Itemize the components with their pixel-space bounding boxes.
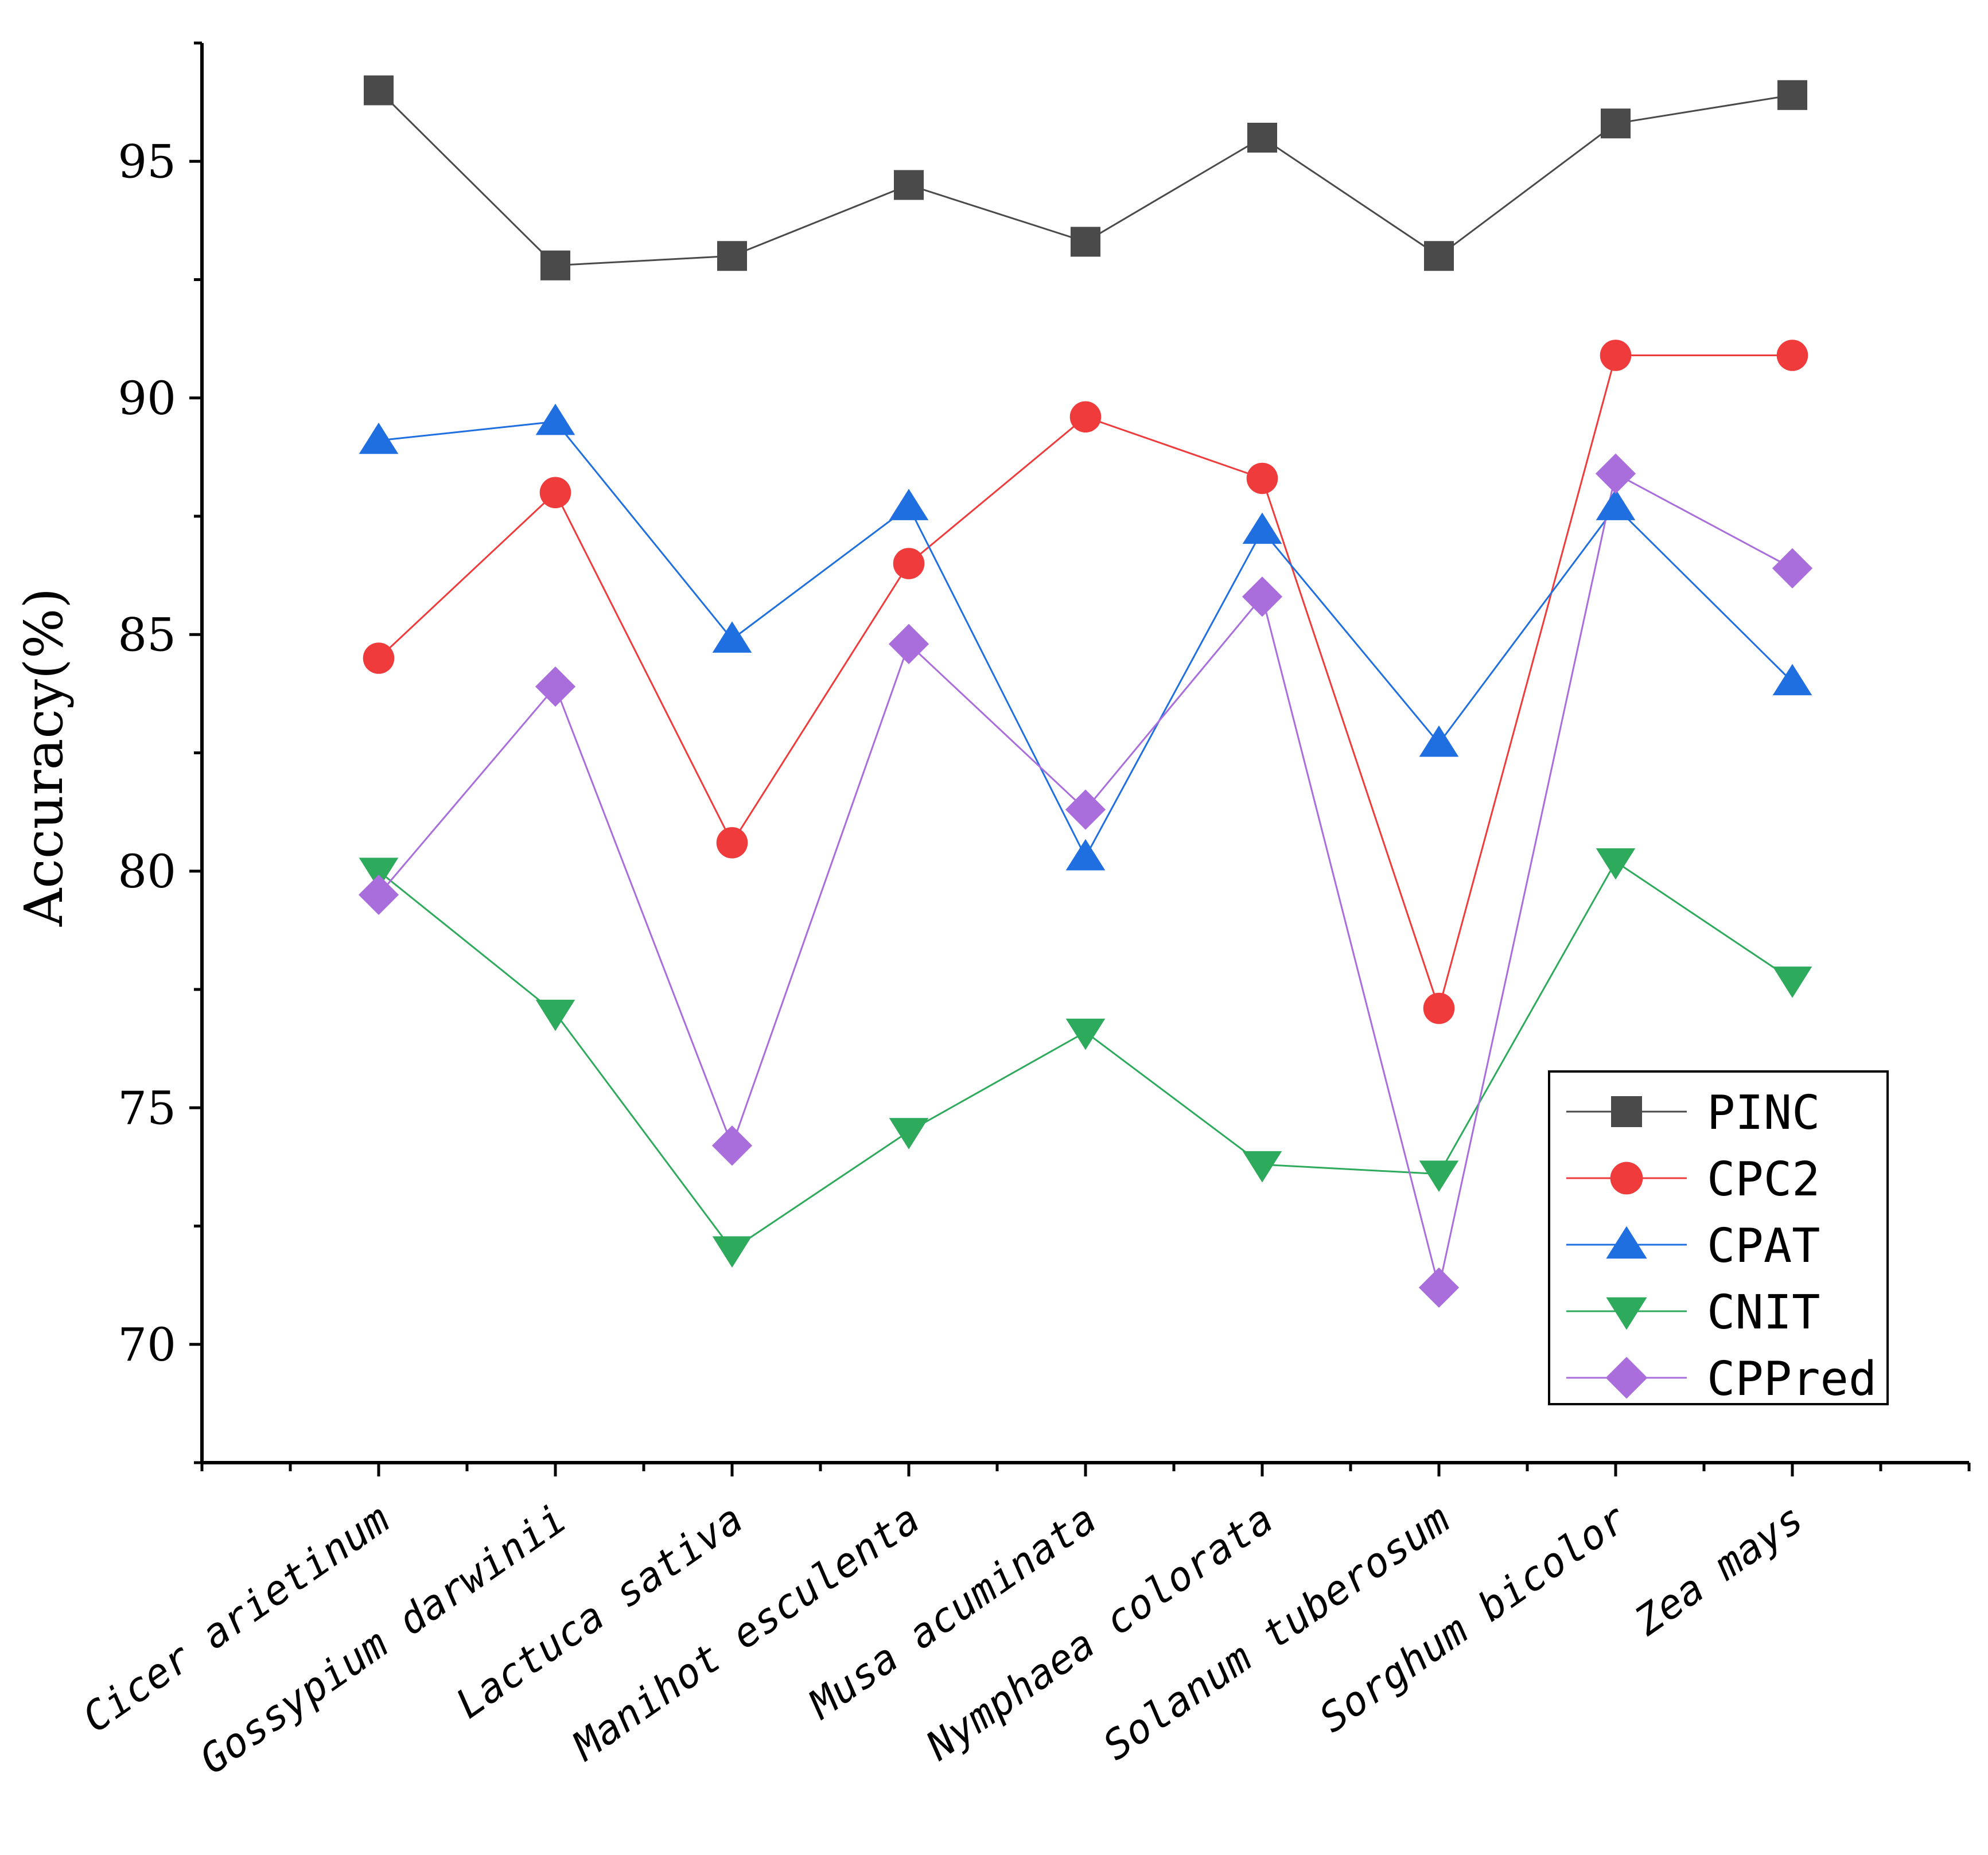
point-cnit [1772, 967, 1812, 998]
point-cnit [712, 1236, 752, 1268]
point-cppred [888, 623, 929, 664]
legend-label-cpc2: CPC2 [1707, 1152, 1820, 1207]
point-pinc [1601, 108, 1631, 139]
point-pinc [1071, 227, 1100, 257]
legend-marker-cnit [1606, 1297, 1647, 1330]
point-cpc2 [539, 477, 571, 509]
legend-label-pinc: PINC [1707, 1086, 1820, 1140]
legend-box [1548, 1070, 1889, 1405]
legend-label-cpat: CPAT [1707, 1219, 1820, 1273]
y-tick-label: 85 [118, 608, 176, 661]
point-cppred [1418, 1267, 1460, 1308]
point-pinc [1247, 123, 1277, 153]
legend-label-cnit: CNIT [1707, 1285, 1820, 1340]
point-cpc2 [716, 827, 748, 859]
point-cppred [1065, 789, 1106, 830]
point-cppred [1772, 548, 1813, 589]
x-tick-label: Lactuca sativa [447, 1495, 751, 1728]
point-cpat [1772, 664, 1812, 696]
point-cpat [359, 422, 399, 454]
point-cpc2 [1069, 401, 1102, 433]
series-line-cpc2 [378, 354, 1792, 1012]
point-pinc [540, 250, 570, 280]
point-cpc2 [1600, 340, 1632, 371]
y-tick-label: 70 [118, 1318, 176, 1371]
point-cpat [1065, 839, 1106, 871]
legend-label-cppred: CPPred [1707, 1352, 1877, 1406]
y-tick-label: 95 [118, 135, 176, 188]
point-cpc2 [1423, 992, 1455, 1024]
point-cpc2 [1776, 340, 1808, 371]
point-cnit [359, 858, 399, 889]
y-tick-label: 80 [118, 845, 176, 898]
point-cpat [712, 621, 752, 653]
point-cpc2 [363, 642, 395, 674]
point-pinc [894, 170, 924, 200]
point-cnit [1419, 1160, 1459, 1192]
point-cnit [1596, 848, 1636, 880]
legend-marker-cppred [1605, 1357, 1648, 1399]
legend-marker-pinc [1611, 1096, 1642, 1127]
point-cpc2 [893, 548, 925, 579]
y-tick-label: 90 [118, 372, 176, 425]
point-cnit [535, 999, 575, 1031]
legend: PINC CPC2 CPAT CNIT CPPred [1548, 1070, 1889, 1406]
point-cnit [1065, 1018, 1106, 1050]
point-cpat [889, 489, 929, 520]
point-cnit [889, 1118, 929, 1149]
point-pinc [717, 241, 747, 271]
point-cppred [1595, 453, 1636, 494]
point-cppred [1242, 576, 1283, 617]
point-cpat [1596, 489, 1636, 520]
point-cpat [535, 403, 575, 435]
y-tick-label: 75 [118, 1081, 176, 1135]
point-cppred [711, 1125, 753, 1166]
y-axis-label: Accuracy(%) [13, 588, 75, 927]
point-pinc [364, 75, 394, 106]
point-cppred [358, 874, 399, 915]
x-tick-label: Cicer arietinum [74, 1495, 398, 1742]
point-cpat [1419, 725, 1459, 757]
point-cpat [1242, 512, 1282, 544]
x-tick-label: Musa acuminata [799, 1495, 1105, 1729]
legend-marker-cpat [1606, 1226, 1647, 1259]
x-tick-label: Sorghum bicolor [1311, 1495, 1635, 1742]
point-pinc [1777, 80, 1807, 110]
point-cpc2 [1246, 462, 1278, 494]
legend-marker-cpc2 [1610, 1162, 1643, 1195]
point-cppred [535, 666, 576, 707]
point-pinc [1424, 241, 1454, 271]
plot-markers [358, 75, 1813, 1308]
x-tick-label: Zea mays [1626, 1495, 1812, 1645]
point-cnit [1242, 1151, 1282, 1183]
